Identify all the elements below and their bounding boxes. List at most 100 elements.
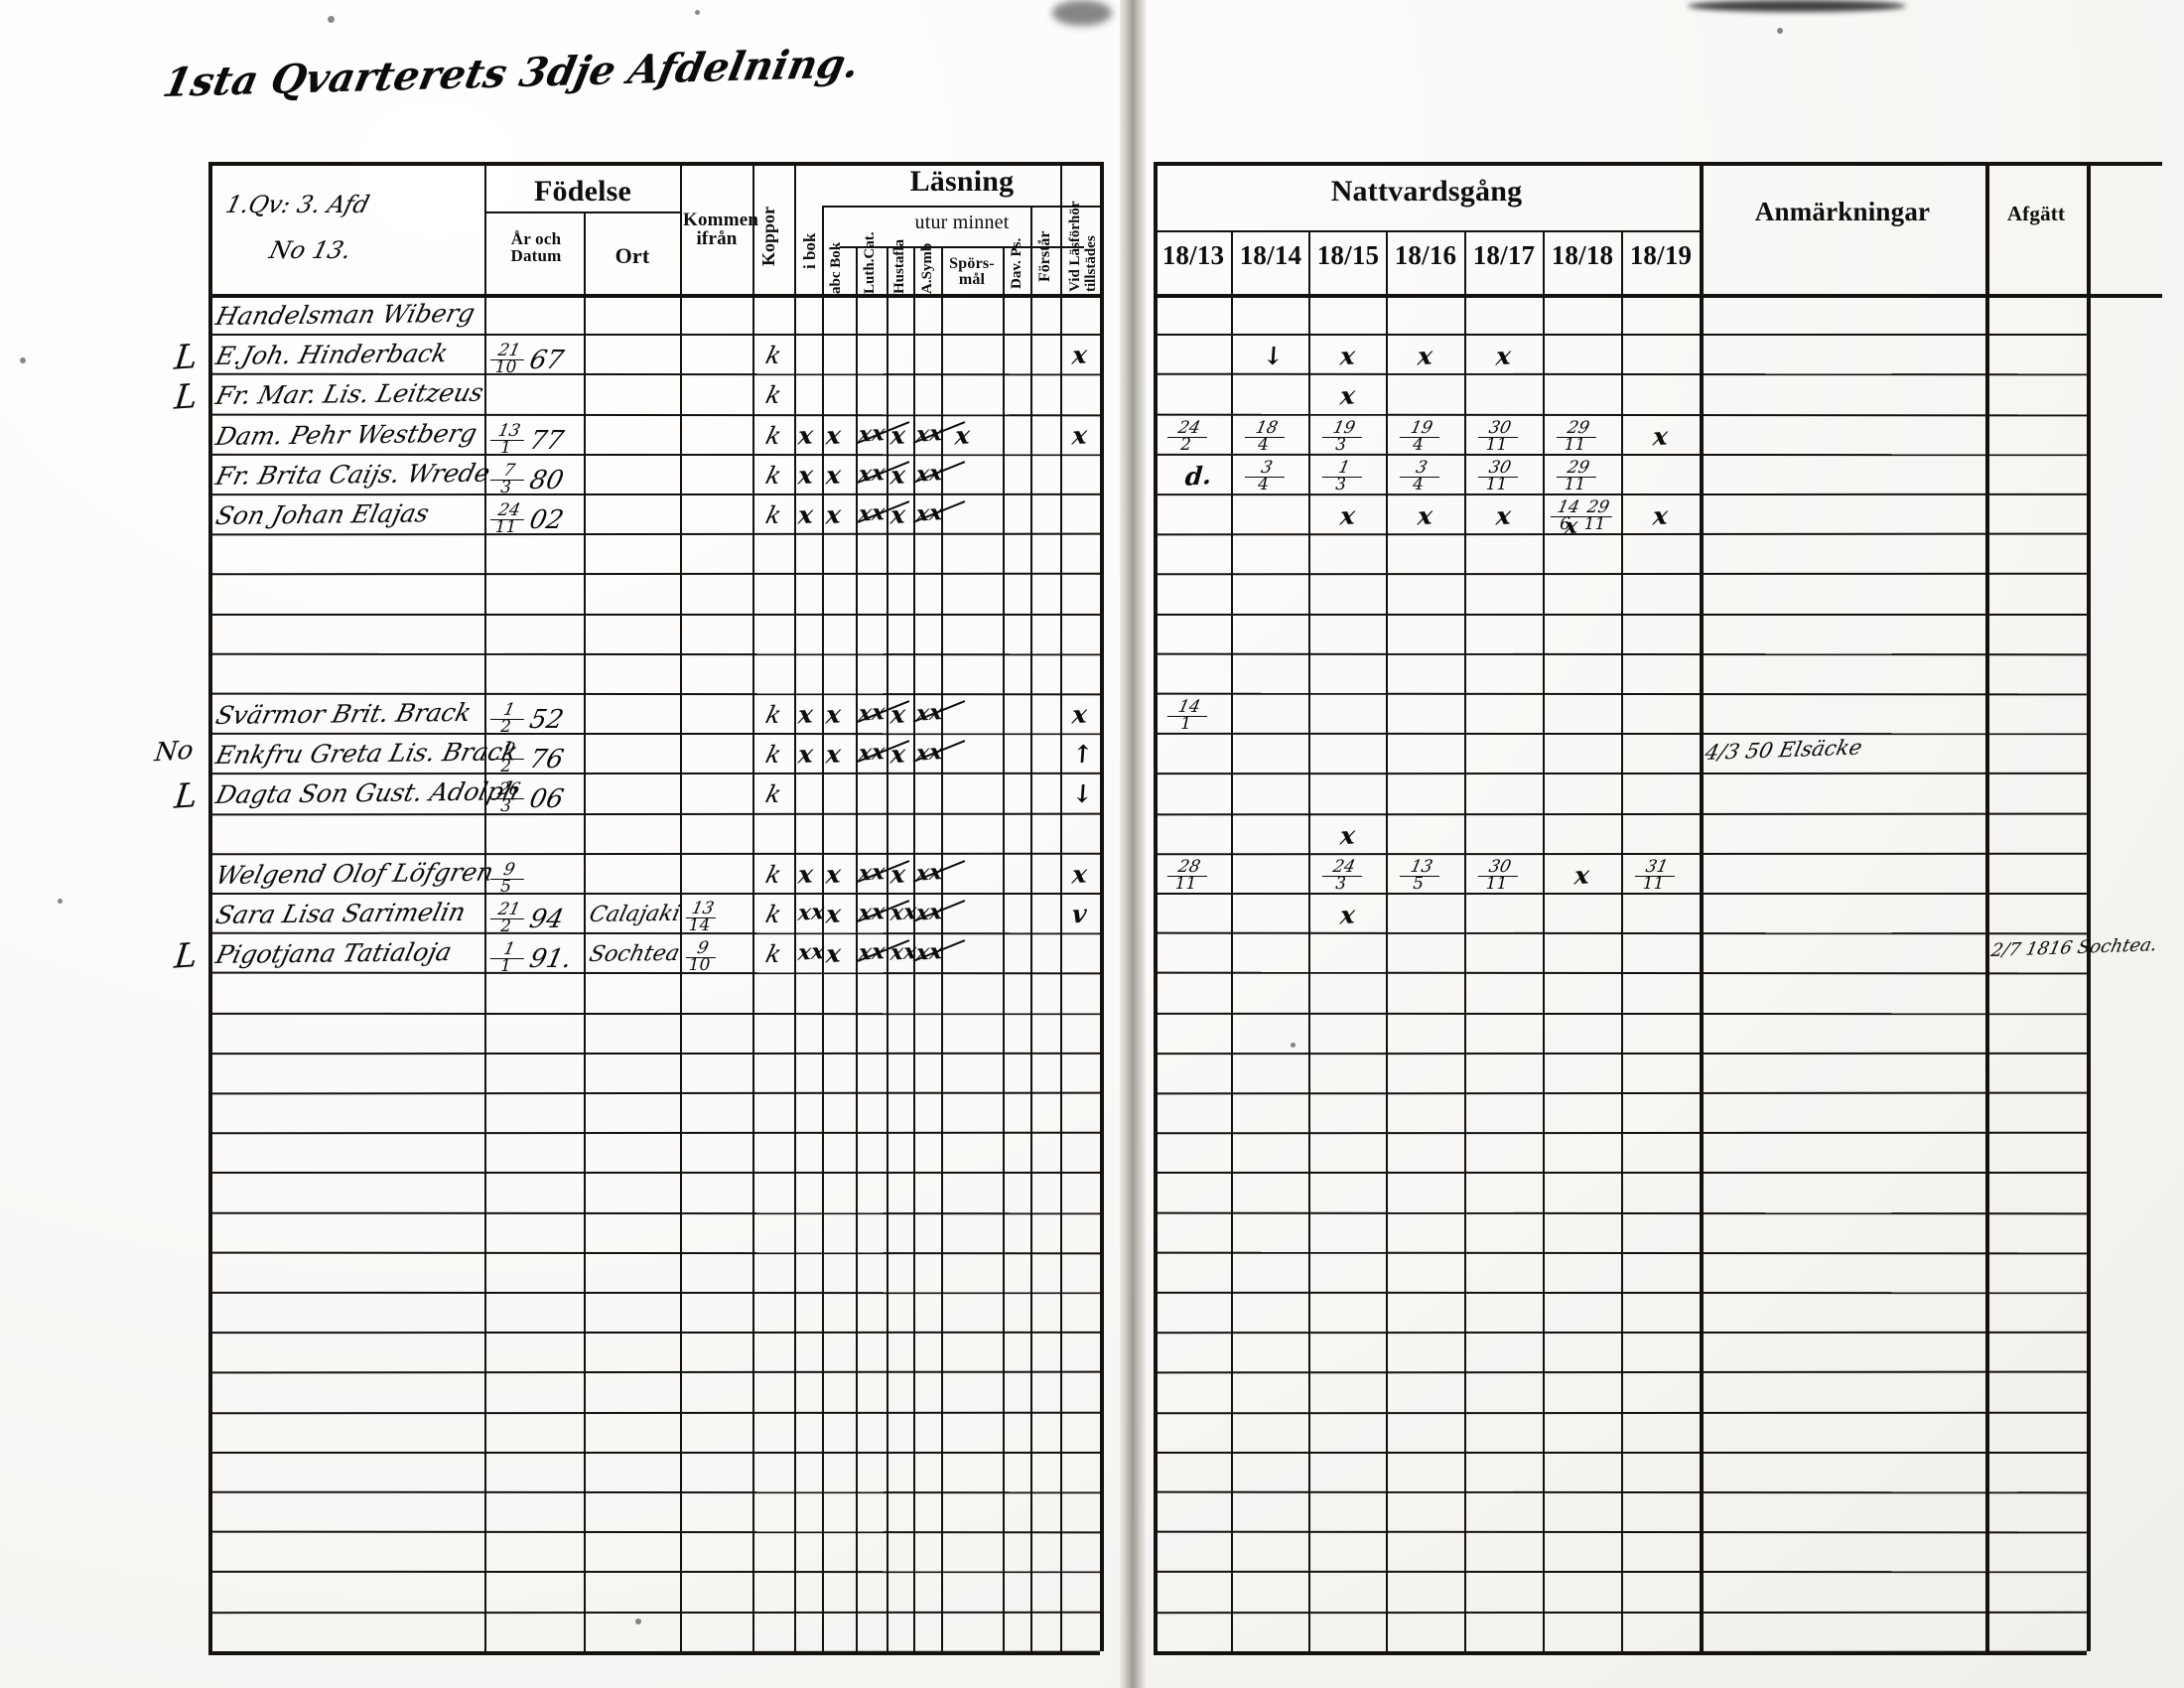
reading-mark-symb-6: xx: [914, 499, 944, 527]
present-mark-13: ↓: [1070, 778, 1095, 809]
table-left-border: [208, 162, 212, 1651]
reading-mark-i_bok-6: x: [796, 499, 814, 530]
header-hustafla: Hustafla: [891, 238, 907, 294]
communion-mark-1813-5: d.: [1183, 461, 1213, 492]
row-rule: [1153, 1291, 2088, 1295]
header-forstar: Förstår: [1036, 230, 1053, 282]
col-divider-davps-forstar: [1030, 206, 1032, 1651]
col-divider-1815: [1386, 230, 1388, 1651]
present-mark-12: ↑: [1070, 739, 1095, 770]
margin-bracket-17: L: [172, 935, 200, 977]
row-rule: [207, 492, 1101, 496]
row-name-16: Sara Lisa Sarimelin: [212, 897, 469, 929]
communion-year-1819: 18/19: [1629, 240, 1693, 270]
col-divider-1817: [1543, 230, 1545, 1651]
scan-speck: [328, 16, 335, 23]
col-divider-ibok-abc: [822, 206, 824, 1651]
row-rule: [1154, 334, 2087, 337]
row-name-2: E.Joh. Hinderback: [212, 339, 452, 370]
row-rule: [1153, 453, 2088, 456]
header-afgatt: Afgätt: [2006, 202, 2066, 225]
corner-label-line2: No 13.: [266, 236, 354, 264]
reading-mark-abc-11: x: [824, 699, 842, 730]
reading-mark-i_bok-4: x: [796, 420, 814, 451]
birth-year-17: 91.: [526, 944, 575, 974]
margin-bracket-3: L: [172, 376, 200, 418]
reading-mark-symb-17: xx: [914, 938, 944, 966]
birth-date-fraction-2: 21 10: [486, 341, 528, 377]
row-name-6: Son Johan Elajas: [212, 498, 433, 530]
reading-mark-symb-15: xx: [914, 859, 944, 887]
communion-date-1815-4: 19 3: [1318, 418, 1366, 454]
reading-mark-symb-12: xx: [914, 739, 944, 767]
header-rule: [822, 206, 1102, 208]
row-rule: [1153, 1052, 2088, 1055]
communion-date-1816-15: 13 5: [1396, 857, 1443, 893]
right-header-bottom-rule: [1154, 294, 2162, 298]
reading-mark-abc-6: x: [824, 499, 842, 530]
header-ar-och-datum: År och Datum: [510, 229, 562, 266]
communion-mark-1815-3: x: [1338, 380, 1356, 411]
row-rule: [1153, 852, 2088, 856]
birth-year-12: 76: [526, 745, 567, 774]
header-rule: [840, 246, 1084, 248]
header-nattvardsgang: Nattvardsgång: [1330, 175, 1523, 208]
birth-date-fraction-16: 21 2: [486, 900, 528, 936]
col-divider-abc-luth: [856, 246, 858, 1651]
col-divider-ort-kommen: [680, 162, 682, 1651]
row-name-11: Svärmor Brit. Brack: [212, 697, 475, 730]
communion-year-1816: 18/16: [1394, 240, 1457, 270]
row-rule: [1153, 1611, 2088, 1614]
reading-mark-symb-11: xx: [914, 699, 944, 727]
communion-mark-1818-6: x: [1564, 512, 1579, 540]
row-rule: [1153, 413, 2088, 416]
col-divider-forstar-vid: [1060, 162, 1062, 1651]
row-name-1: Handelsman Wiberg: [212, 298, 478, 331]
communion-mark-1817-2: x: [1494, 341, 1512, 371]
col-divider-anmarkningar-afgatt: [1985, 162, 1989, 1651]
scan-speck: [20, 357, 26, 363]
row-rule: [207, 1211, 1101, 1214]
reading-mark-abc-17: x: [824, 938, 842, 969]
birth-year-11: 52: [526, 705, 567, 735]
row-rule: [1154, 892, 2087, 896]
row-rule: [207, 1052, 1101, 1055]
header-dav-ps: Dav. Ps.: [1009, 237, 1024, 289]
birth-year-6: 02: [526, 505, 567, 535]
reading-mark-symb-16: xx: [914, 899, 944, 926]
birth-place-17: Sochtea: [587, 940, 683, 967]
col-divider-kommen-koppor: [752, 162, 754, 1651]
birth-place-16: Calajaki: [587, 901, 683, 927]
scan-speck: [1777, 28, 1783, 34]
right-table-left-border: [1154, 162, 1158, 1651]
row-rule: [207, 852, 1101, 856]
reading-mark-symb-4: xx: [914, 420, 944, 448]
row-rule: [207, 1611, 1101, 1614]
communion-mark-1815-6: x: [1338, 500, 1356, 531]
birth-year-13: 06: [526, 784, 567, 814]
present-mark-4: x: [1070, 420, 1088, 451]
margin-bracket-13: L: [172, 775, 200, 817]
row-rule: [1153, 1012, 2088, 1015]
reading-mark-abc-15: x: [824, 859, 842, 890]
row-rule: [207, 1451, 1100, 1454]
communion-date-1818-5: 29 11: [1553, 458, 1600, 493]
communion-mark-1815-2: x: [1338, 341, 1356, 371]
col-divider-1814: [1308, 230, 1310, 1651]
row-rule: [207, 892, 1100, 896]
communion-mark-1816-6: x: [1416, 500, 1433, 531]
reading-mark-i_bok-16: xx: [796, 899, 826, 926]
scan-speck: [58, 899, 63, 904]
table-bottom-rule: [1154, 1651, 2087, 1655]
row-rule: [207, 1291, 1101, 1295]
row-rule: [208, 334, 1100, 337]
reading-mark-abc-5: x: [824, 460, 842, 491]
col-divider-koppor-ibok: [794, 162, 796, 1651]
header-rule: [486, 211, 680, 213]
right-table-right-border: [2087, 162, 2091, 1651]
